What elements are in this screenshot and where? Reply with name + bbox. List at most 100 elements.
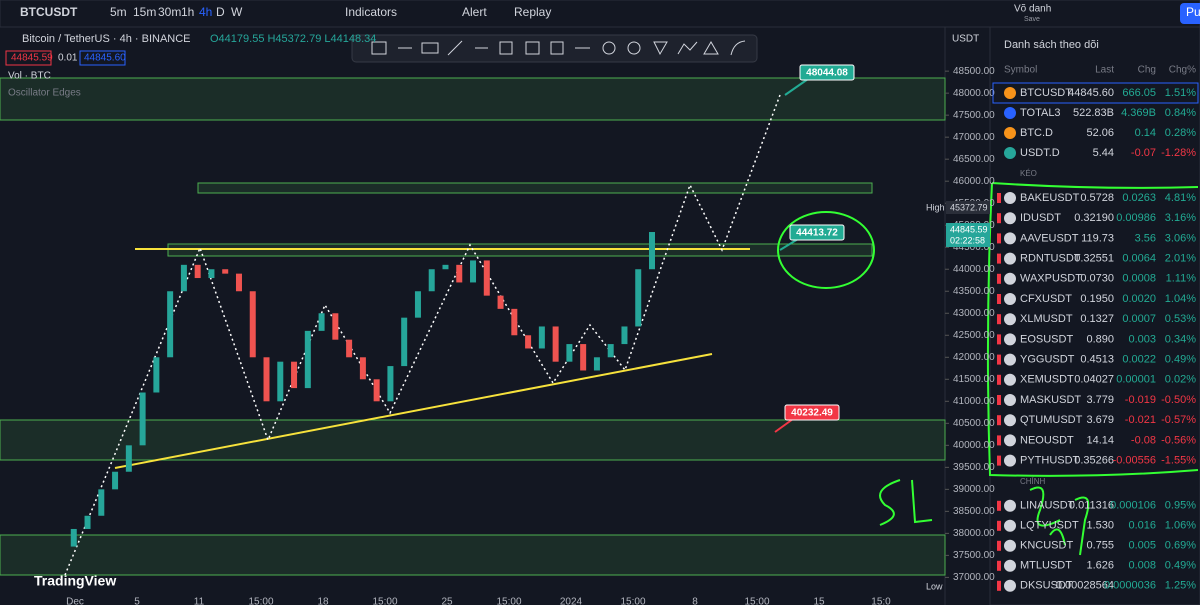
tool-icon[interactable] bbox=[499, 41, 513, 55]
last: 0.4513 bbox=[1080, 354, 1114, 366]
x-tick-label: 15:00 bbox=[496, 597, 521, 605]
alert-button[interactable]: Alert bbox=[462, 5, 487, 19]
annotation-box bbox=[784, 404, 840, 421]
symbol[interactable]: YGGUSDT bbox=[1020, 354, 1075, 366]
last: 0.32190 bbox=[1074, 212, 1114, 224]
symbol[interactable]: BTCUSDT bbox=[20, 5, 78, 19]
indicators-button[interactable]: Indicators bbox=[345, 5, 397, 19]
flag bbox=[997, 395, 1001, 405]
column-header[interactable]: Chg bbox=[1138, 65, 1156, 76]
publish-label[interactable]: Pub bbox=[1186, 5, 1200, 19]
symbol[interactable]: QTUMUSDT bbox=[1020, 414, 1083, 426]
symbol[interactable]: PYTHUSDT bbox=[1020, 455, 1080, 467]
currency[interactable]: USDT bbox=[952, 34, 979, 45]
symbol[interactable]: RDNTUSDT bbox=[1020, 253, 1081, 265]
timeframe[interactable]: D bbox=[216, 5, 225, 19]
change: 0.003 bbox=[1128, 333, 1156, 345]
last: 0.32551 bbox=[1074, 253, 1114, 265]
candle bbox=[497, 295, 504, 309]
candle bbox=[552, 326, 559, 362]
symbol-icon bbox=[1004, 579, 1016, 592]
tool-icon[interactable] bbox=[421, 42, 439, 54]
symbol[interactable]: AAVEUSDT bbox=[1020, 232, 1079, 244]
drawing-toolbar[interactable] bbox=[351, 34, 758, 63]
change: 0.0008 bbox=[1122, 273, 1156, 285]
ask: 44845.60 bbox=[84, 53, 126, 64]
zone bbox=[0, 419, 946, 461]
symbol-icon bbox=[1004, 394, 1016, 406]
user-name[interactable]: Võ danh bbox=[1014, 4, 1051, 15]
timeframe[interactable]: 15m bbox=[133, 5, 156, 19]
candle bbox=[194, 264, 201, 279]
change: -0.07 bbox=[1131, 147, 1156, 159]
symbol[interactable]: BTC.D bbox=[1020, 127, 1053, 139]
column-header[interactable]: Symbol bbox=[1004, 65, 1037, 76]
flag bbox=[997, 253, 1001, 264]
flag bbox=[997, 374, 1001, 385]
publish-button[interactable] bbox=[1180, 3, 1200, 24]
watchlist-title[interactable]: Danh sách theo dõi bbox=[1004, 39, 1099, 51]
timeframe[interactable]: 30m bbox=[158, 5, 181, 19]
timeframe[interactable]: 5m bbox=[110, 5, 127, 19]
tool-icon[interactable] bbox=[627, 41, 641, 55]
tool-icon[interactable] bbox=[525, 41, 540, 55]
change-percent: 3.16% bbox=[1165, 212, 1196, 224]
tool-icon[interactable] bbox=[703, 41, 719, 55]
symbol[interactable]: LINAUSDT bbox=[1020, 500, 1075, 512]
last: 3.679 bbox=[1086, 414, 1114, 426]
change-percent: 1.11% bbox=[1166, 273, 1197, 285]
annotation-text: 44413.72 bbox=[796, 228, 838, 239]
column-header[interactable]: Last bbox=[1095, 65, 1114, 76]
change-percent: 0.69% bbox=[1165, 540, 1196, 552]
low-label[interactable]: Low bbox=[926, 581, 943, 591]
symbol[interactable]: USDT.D bbox=[1020, 147, 1060, 159]
replay-button[interactable]: Replay bbox=[514, 5, 551, 19]
timeframe[interactable]: 1h bbox=[181, 5, 194, 19]
symbol[interactable]: BTCUSDT bbox=[1020, 87, 1072, 99]
candle bbox=[483, 260, 490, 296]
tool-icon[interactable] bbox=[730, 40, 746, 56]
flag bbox=[997, 354, 1001, 365]
volume-label: Vol · BTC bbox=[8, 71, 51, 82]
symbol[interactable]: NEOUSDT bbox=[1020, 434, 1074, 446]
symbol[interactable]: XLMUSDT bbox=[1020, 313, 1073, 325]
section-label[interactable]: KÉO bbox=[1020, 169, 1037, 178]
section-label[interactable]: CHÍNH bbox=[1020, 477, 1046, 486]
symbol[interactable]: WAXPUSDT bbox=[1020, 273, 1082, 285]
timeframe[interactable]: W bbox=[231, 5, 243, 19]
candle bbox=[525, 335, 532, 349]
symbol[interactable]: DKSUSDT bbox=[1020, 580, 1073, 592]
y-tick-label: 41500.00 bbox=[953, 374, 995, 385]
symbol[interactable]: CFXUSDT bbox=[1020, 293, 1072, 305]
candle bbox=[98, 489, 105, 516]
last-price: 44845.59 bbox=[950, 224, 988, 234]
tool-icon[interactable] bbox=[677, 41, 698, 55]
timeframe[interactable]: 4h bbox=[199, 5, 212, 19]
symbol[interactable]: MASKUSDT bbox=[1020, 394, 1081, 406]
symbol[interactable]: TOTAL3 bbox=[1020, 107, 1061, 119]
tool-icon[interactable] bbox=[447, 40, 463, 56]
change-percent: 1.06% bbox=[1165, 520, 1196, 532]
tool-icon[interactable] bbox=[550, 41, 564, 55]
tool-icon[interactable] bbox=[371, 41, 387, 55]
change: 0.0064 bbox=[1122, 253, 1156, 265]
column-header[interactable]: Chg% bbox=[1169, 65, 1196, 76]
symbol[interactable]: EOSUSDT bbox=[1020, 333, 1073, 345]
flag bbox=[997, 520, 1001, 531]
change-percent: 1.25% bbox=[1165, 580, 1196, 592]
symbol[interactable]: BAKEUSDT bbox=[1020, 192, 1080, 204]
save-button[interactable]: Save bbox=[1024, 16, 1040, 23]
symbol[interactable]: KNCUSDT bbox=[1020, 540, 1073, 552]
symbol-icon bbox=[1004, 127, 1016, 139]
symbol[interactable]: IDUSDT bbox=[1020, 212, 1061, 224]
symbol[interactable]: LQTYUSDT bbox=[1020, 520, 1079, 532]
last: 522.83B bbox=[1073, 107, 1114, 119]
change-percent: 0.49% bbox=[1165, 560, 1196, 572]
symbol[interactable]: MTLUSDT bbox=[1020, 560, 1072, 572]
change: 0.016 bbox=[1128, 520, 1156, 532]
symbol[interactable]: XEMUSDT bbox=[1020, 374, 1074, 386]
flag bbox=[997, 193, 1001, 203]
zones bbox=[0, 77, 946, 576]
tool-icon[interactable] bbox=[653, 41, 668, 56]
tool-icon[interactable] bbox=[602, 41, 616, 55]
